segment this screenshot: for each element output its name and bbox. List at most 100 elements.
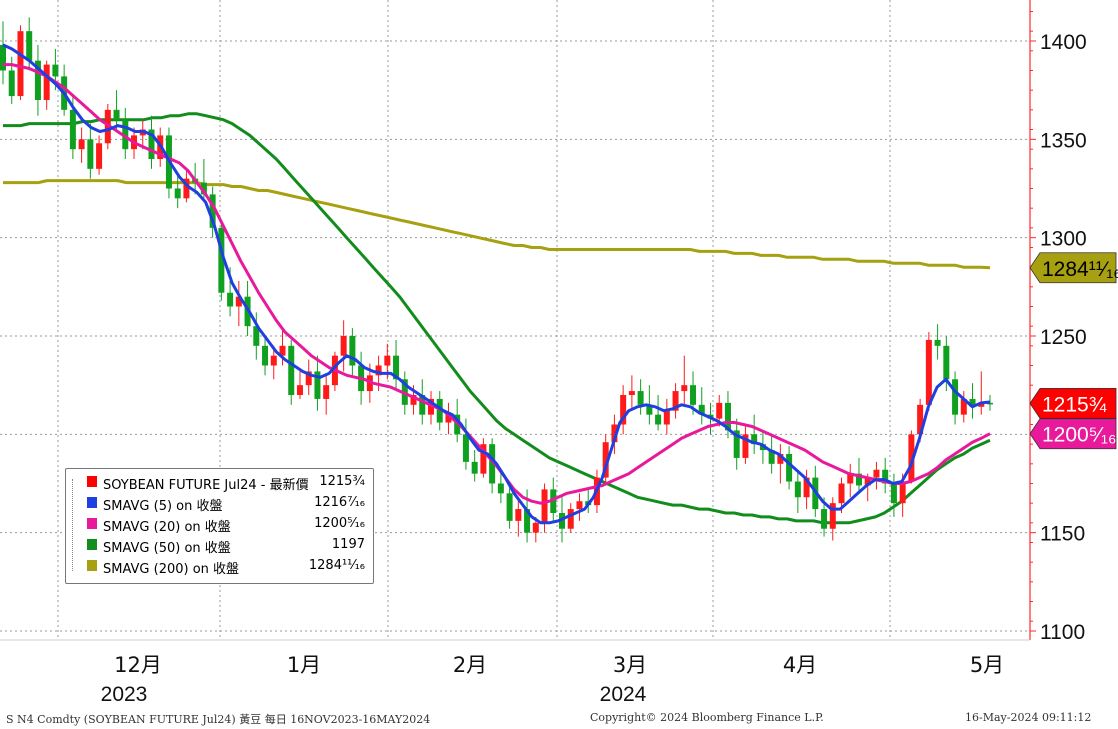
- candle-body: [663, 410, 670, 425]
- candle-body: [882, 469, 889, 484]
- candle-body: [978, 402, 985, 407]
- legend-value: 1197: [331, 537, 365, 552]
- candle: [576, 493, 583, 521]
- x-axis: 12月 1月 2月 3月 4月 5月 2023 2024: [0, 639, 1030, 706]
- candle: [733, 418, 740, 470]
- legend-value: 1216⁷⁄₁₆: [314, 495, 365, 510]
- candle: [978, 371, 985, 415]
- candle-body: [742, 434, 749, 458]
- footer-copyright: Copyright© 2024 Bloomberg Finance L.P.: [590, 711, 824, 724]
- candle: [253, 312, 260, 360]
- candle: [87, 123, 94, 179]
- candle-body: [899, 481, 906, 504]
- candle: [323, 375, 330, 415]
- candle: [803, 469, 810, 510]
- candle-body: [751, 434, 758, 445]
- candle: [0, 21, 6, 85]
- candle: [751, 414, 758, 454]
- candle-body: [559, 513, 566, 529]
- candle-body: [506, 493, 513, 521]
- candle: [628, 375, 635, 411]
- candle-body: [611, 424, 618, 443]
- candle-body: [855, 473, 862, 486]
- last-value-tag: 1215¾: [1029, 387, 1117, 419]
- candle-body: [515, 509, 522, 521]
- candle: [471, 450, 478, 482]
- candle: [698, 387, 705, 425]
- candle-body: [96, 143, 103, 169]
- candle-body: [960, 398, 967, 415]
- legend-name: SMAVG (5) on 收盤: [103, 499, 223, 514]
- candle: [314, 355, 321, 411]
- candle-body: [524, 509, 531, 533]
- candle: [768, 434, 775, 474]
- candle-body: [908, 434, 915, 482]
- candle-body: [655, 414, 662, 425]
- candle-body: [218, 227, 225, 293]
- candle: [934, 324, 941, 360]
- footer-security: S N4 Comdty (SOYBEAN FUTURE Jul24) 黃豆 每日…: [6, 713, 431, 726]
- candle-body: [235, 296, 242, 307]
- candle: [340, 320, 347, 372]
- candle: [681, 355, 688, 405]
- candle-body: [628, 391, 635, 395]
- candle: [786, 446, 793, 490]
- candle: [34, 44, 41, 116]
- candle: [506, 481, 513, 529]
- candle-body: [8, 70, 15, 97]
- legend-swatch: [87, 476, 97, 487]
- candle-body: [952, 379, 959, 415]
- candle-body: [497, 483, 504, 494]
- candle-body: [620, 395, 627, 425]
- candle: [113, 90, 120, 130]
- last-value-tags: 1284¹¹⁄₁₆ 1215¾ 1200⁵⁄₁₆: [1029, 252, 1118, 450]
- candle-body: [26, 31, 33, 61]
- candle: [218, 221, 225, 301]
- candle: [288, 339, 295, 405]
- candle-body: [349, 336, 356, 366]
- candle: [393, 339, 400, 392]
- candle: [78, 127, 85, 163]
- candle: [349, 328, 356, 376]
- candle: [200, 159, 207, 203]
- legend-entry: SMAVG (5) on 收盤 1216⁷⁄₁₆: [70, 494, 369, 514]
- candle-body: [969, 398, 976, 407]
- legend-swatch: [87, 560, 97, 571]
- candle: [17, 25, 24, 100]
- candle: [620, 385, 627, 435]
- sma5-layer: [2, 43, 991, 525]
- legend-entry: SMAVG (20) on 收盤 1200⁵⁄₁₆: [70, 515, 369, 535]
- candle-body: [279, 345, 286, 356]
- sma200-line: [3, 179, 991, 270]
- candle-body: [480, 444, 487, 474]
- candle-body: [253, 326, 260, 346]
- candle-body: [471, 461, 478, 474]
- candle: [296, 371, 303, 399]
- candle-body: [34, 60, 41, 100]
- candle: [672, 383, 679, 419]
- candle-body: [384, 355, 391, 366]
- candle-body: [690, 385, 697, 405]
- candle-body: [576, 501, 583, 510]
- legend-name: SMAVG (50) on 收盤: [103, 541, 231, 556]
- candle-body: [864, 477, 871, 486]
- candle-body: [183, 178, 190, 199]
- candle: [270, 345, 277, 380]
- legend-tree-line: [72, 479, 74, 571]
- candle-body: [917, 404, 924, 435]
- candle: [794, 469, 801, 513]
- candle-body: [227, 292, 234, 307]
- grid: [0, 0, 1030, 640]
- tag-box: [1029, 252, 1117, 284]
- legend-entry: SMAVG (200) on 收盤 1284¹¹⁄₁₆: [70, 557, 369, 577]
- candle: [445, 402, 452, 435]
- candle: [777, 444, 784, 484]
- candle: [541, 483, 548, 533]
- candle-body: [829, 503, 836, 529]
- tag-box: [1029, 418, 1117, 450]
- legend-swatch: [87, 518, 97, 529]
- tag-label: 1284¹¹⁄₁₆: [1042, 258, 1118, 281]
- candle-body: [943, 345, 950, 380]
- last-value-tag: 1284¹¹⁄₁₆: [1029, 252, 1118, 284]
